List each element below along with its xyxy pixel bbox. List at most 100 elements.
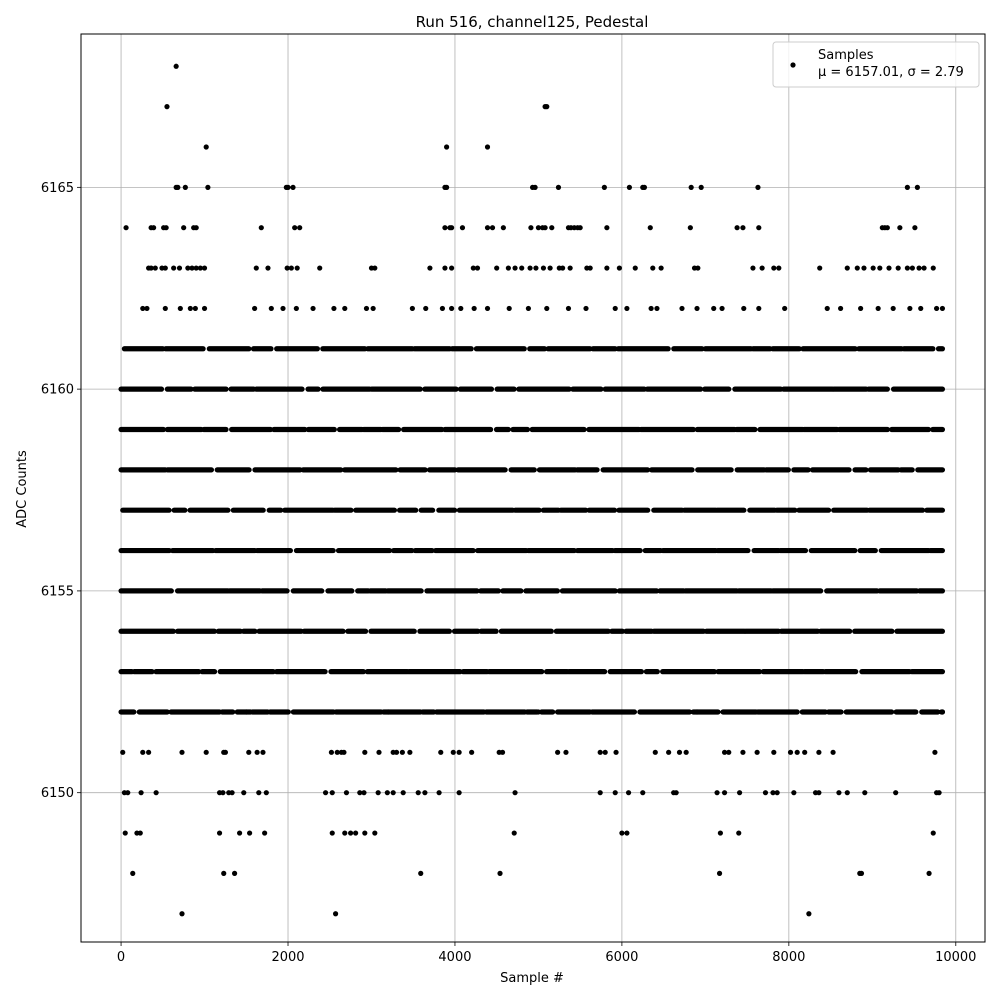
sample-band xyxy=(651,507,685,513)
sample-point xyxy=(280,305,286,312)
sample-band xyxy=(796,507,832,513)
sample-band xyxy=(187,507,231,513)
sample-band xyxy=(600,467,651,473)
sample-point xyxy=(449,225,455,231)
sample-band xyxy=(118,709,137,715)
sample-point xyxy=(687,225,693,231)
sample-band xyxy=(254,547,294,554)
sample-band xyxy=(212,547,258,554)
sample-band xyxy=(397,467,428,473)
sample-point xyxy=(904,265,910,271)
sample-band xyxy=(570,386,604,392)
sample-point xyxy=(171,265,177,271)
sample-band xyxy=(406,669,463,675)
sample-point xyxy=(450,749,456,755)
sample-point xyxy=(220,790,226,796)
sample-point xyxy=(222,749,229,755)
sample-point xyxy=(241,790,247,796)
sample-point xyxy=(862,790,868,796)
sample-band xyxy=(136,709,170,715)
sample-point xyxy=(193,265,199,271)
sample-band xyxy=(417,628,453,634)
sample-point xyxy=(754,749,760,755)
sample-band xyxy=(342,467,399,473)
sample-band xyxy=(760,669,806,675)
sample-band xyxy=(171,507,188,513)
sample-point xyxy=(163,225,169,231)
sample-point xyxy=(782,305,788,312)
sample-point xyxy=(771,265,777,271)
sample-point xyxy=(740,749,746,755)
sample-point xyxy=(926,870,932,876)
sample-band xyxy=(325,588,355,594)
sample-point xyxy=(458,305,464,312)
sample-point xyxy=(288,265,294,271)
sample-band xyxy=(253,386,289,392)
x-tick-label: 10000 xyxy=(935,950,976,965)
sample-point xyxy=(332,911,339,917)
sample-band xyxy=(331,507,354,513)
sample-point xyxy=(317,265,323,271)
sample-band xyxy=(336,426,365,433)
sample-band xyxy=(345,628,369,634)
sample-point xyxy=(187,305,193,312)
sample-point xyxy=(802,749,808,755)
sample-band xyxy=(457,386,495,392)
sample-band xyxy=(516,386,572,392)
sample-point xyxy=(439,305,446,312)
sample-band xyxy=(118,467,169,473)
sample-band xyxy=(818,628,853,634)
sample-band xyxy=(380,709,424,715)
sample-band xyxy=(120,507,172,513)
sample-point xyxy=(870,265,876,271)
sample-point xyxy=(470,265,476,271)
sample-band xyxy=(320,346,368,352)
sample-band xyxy=(290,709,337,715)
sample-point xyxy=(310,305,316,312)
sample-band xyxy=(284,386,305,392)
sample-point xyxy=(776,265,782,271)
sample-point xyxy=(243,709,249,715)
sample-point xyxy=(613,749,619,755)
sample-point xyxy=(140,749,146,755)
sample-point xyxy=(151,225,157,231)
sample-point xyxy=(372,830,378,836)
sample-band xyxy=(586,426,642,433)
sample-band xyxy=(214,467,252,473)
sample-point xyxy=(407,749,413,755)
sample-band xyxy=(529,426,587,433)
sample-point xyxy=(343,790,350,796)
sample-point xyxy=(587,265,593,271)
sample-band xyxy=(478,588,502,594)
sample-point xyxy=(294,265,300,271)
sample-point xyxy=(385,709,391,715)
sample-point xyxy=(415,790,421,796)
sample-band xyxy=(660,669,718,675)
sample-point xyxy=(632,265,638,271)
sample-band xyxy=(657,588,687,594)
sample-point xyxy=(624,305,630,312)
sample-point xyxy=(641,184,648,190)
sample-band xyxy=(809,467,852,473)
sample-point xyxy=(268,305,274,312)
y-tick-label: 6165 xyxy=(41,181,74,196)
sample-point xyxy=(897,225,903,231)
sample-point xyxy=(533,265,539,271)
sample-band xyxy=(651,628,707,634)
sample-point xyxy=(930,830,936,836)
sample-band xyxy=(750,346,773,352)
sample-point xyxy=(362,749,368,755)
sample-band xyxy=(118,588,174,594)
sample-band xyxy=(642,547,664,554)
sample-point xyxy=(471,305,477,312)
sample-point xyxy=(774,790,780,796)
sample-band xyxy=(822,669,859,675)
sample-point xyxy=(688,184,694,190)
sample-point xyxy=(505,265,511,271)
sample-band xyxy=(660,547,719,554)
sample-point xyxy=(253,265,259,271)
sample-band xyxy=(527,346,548,352)
sample-band xyxy=(843,709,895,715)
sample-point xyxy=(555,749,561,755)
sample-point xyxy=(193,225,199,231)
